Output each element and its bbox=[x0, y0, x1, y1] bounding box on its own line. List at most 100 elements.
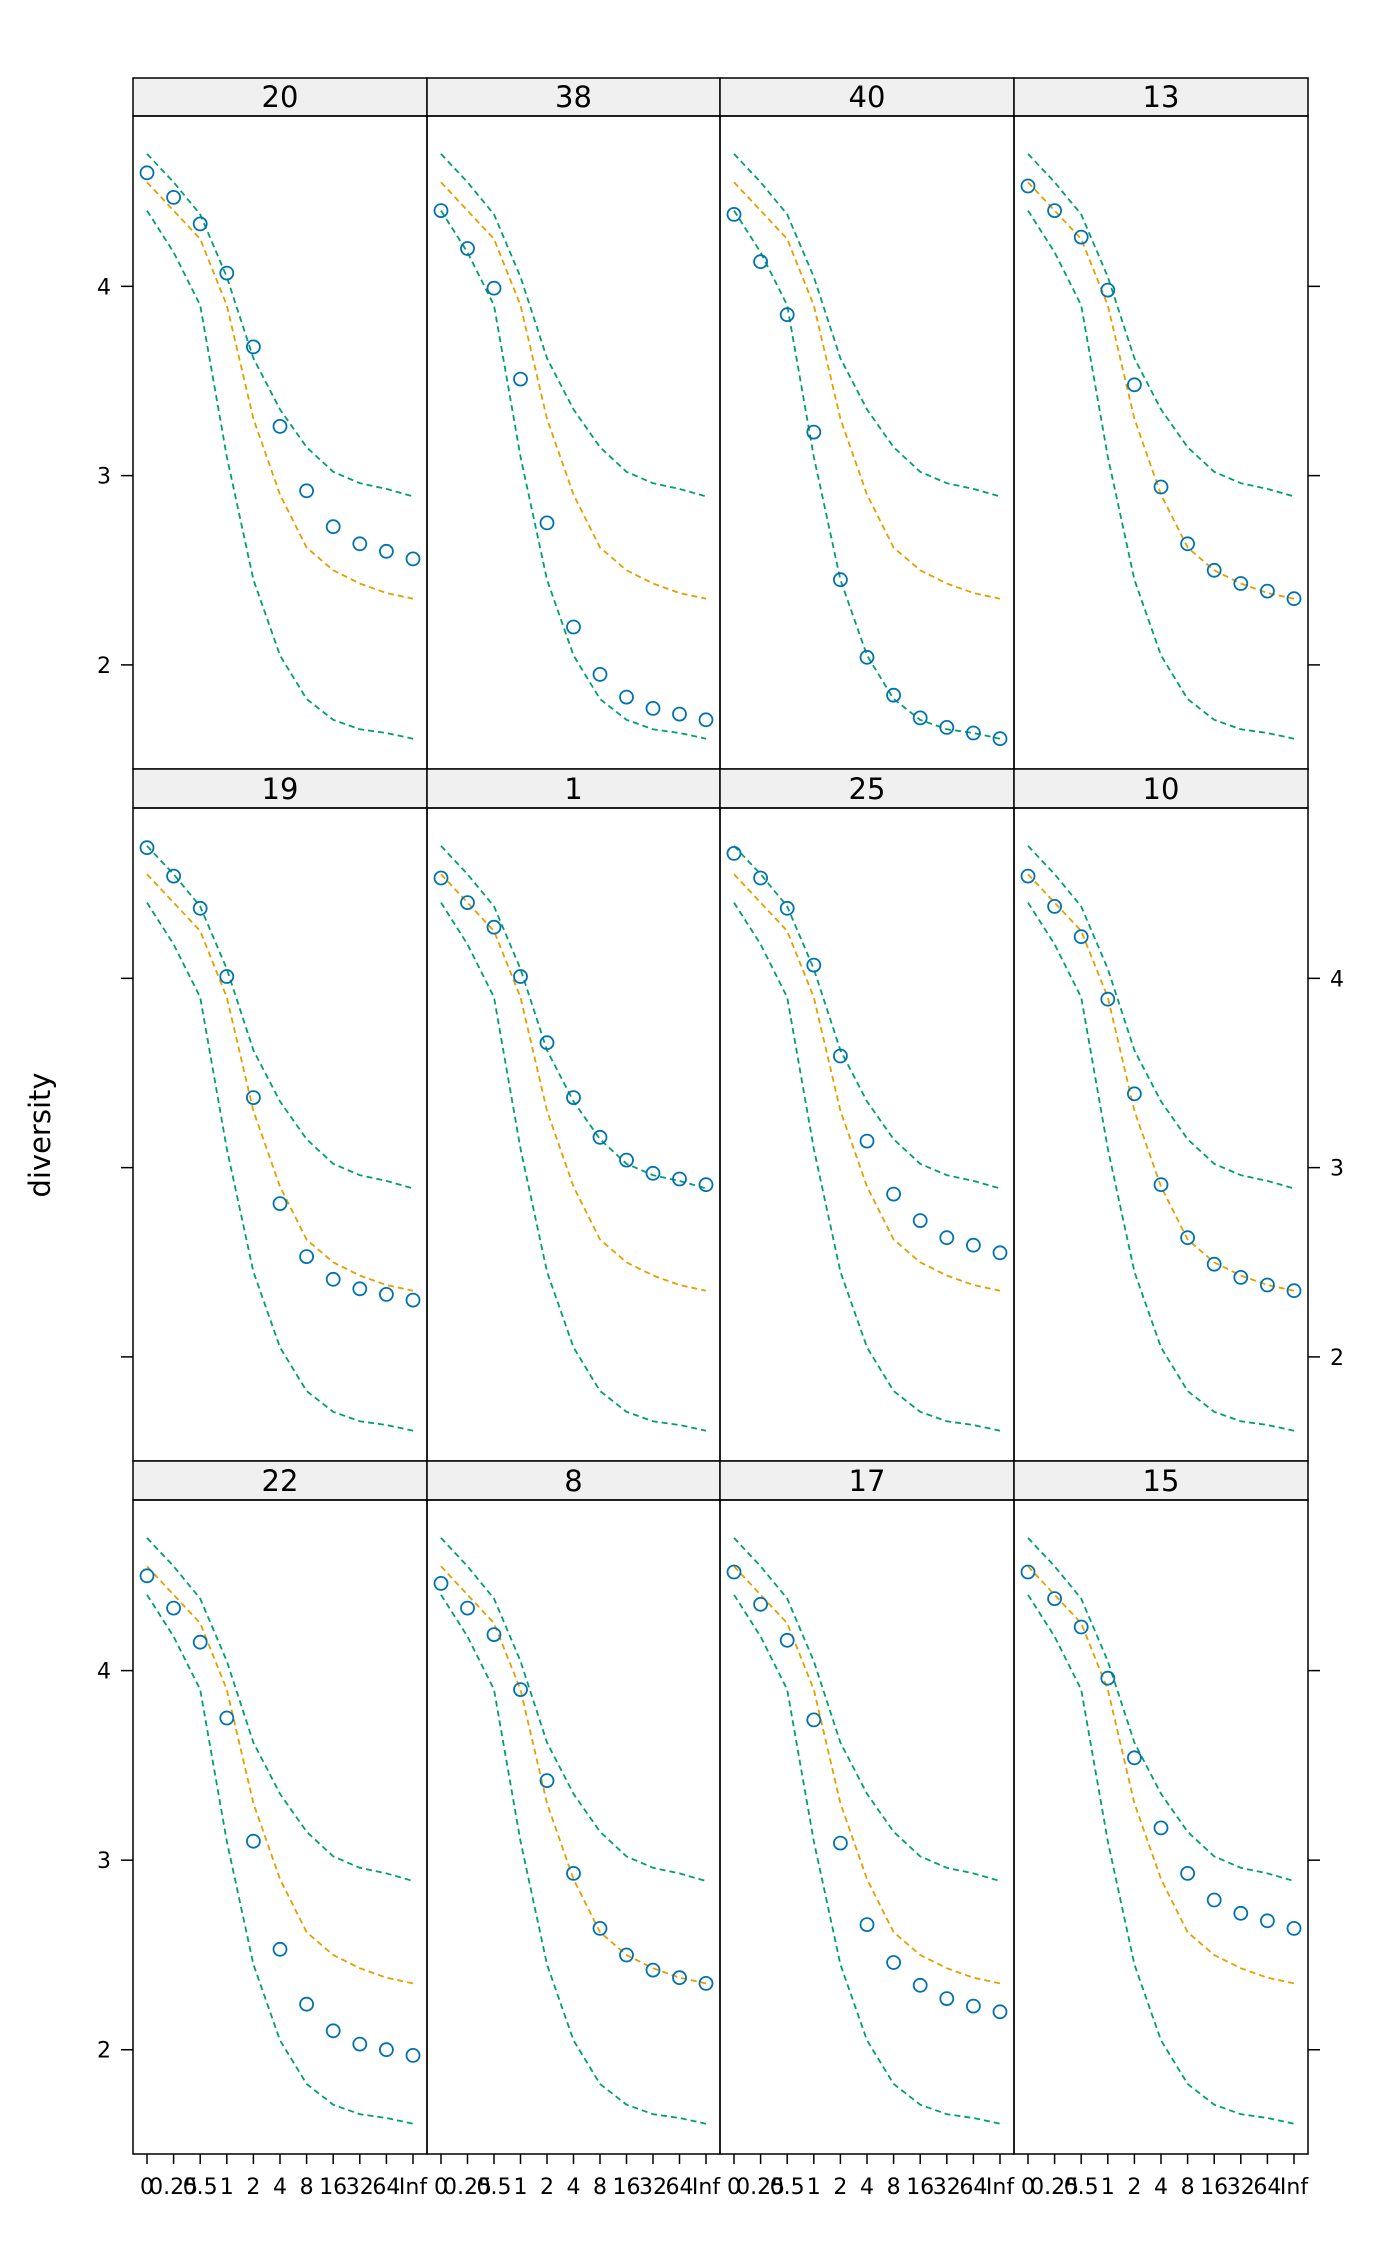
strip-background bbox=[1013, 1460, 1309, 1501]
x-tick-label: 8 bbox=[887, 2175, 901, 2200]
data-point bbox=[219, 1710, 235, 1726]
lower-envelope-line bbox=[1027, 1594, 1295, 2125]
data-point bbox=[352, 2036, 368, 2052]
data-point bbox=[1073, 229, 1089, 245]
x-tick-label: 4 bbox=[567, 2175, 581, 2200]
strip-background bbox=[1013, 77, 1309, 117]
data-point bbox=[513, 969, 528, 984]
data-point bbox=[753, 1596, 768, 1612]
data-point bbox=[1127, 1750, 1142, 1766]
data-point bbox=[245, 339, 261, 355]
data-point bbox=[486, 919, 502, 935]
data-point bbox=[619, 1152, 634, 1168]
data-point bbox=[1286, 591, 1302, 607]
strip-background bbox=[426, 1460, 721, 1501]
strip-label: 15 bbox=[1143, 1464, 1180, 1498]
data-point bbox=[859, 1917, 875, 1932]
data-point bbox=[405, 1292, 421, 1308]
data-point bbox=[1047, 203, 1062, 219]
data-point bbox=[1127, 1086, 1142, 1102]
data-point bbox=[433, 870, 449, 886]
x-tick-label: 1 bbox=[220, 2175, 234, 2200]
data-point bbox=[1073, 929, 1089, 945]
strip-label: 17 bbox=[849, 1464, 886, 1498]
data-point bbox=[1020, 868, 1036, 884]
data-point bbox=[806, 424, 822, 440]
x-tick-label: 0 bbox=[434, 2175, 448, 2200]
data-point bbox=[486, 280, 502, 296]
x-tick-label: Inf bbox=[399, 2175, 428, 2200]
data-point bbox=[966, 1237, 981, 1253]
strip-background bbox=[1013, 768, 1309, 809]
x-tick-label: 4 bbox=[860, 2175, 874, 2200]
data-point bbox=[833, 1048, 848, 1064]
lower-envelope-line bbox=[440, 902, 707, 1432]
data-point bbox=[592, 1129, 608, 1145]
lower-envelope-line bbox=[440, 210, 707, 740]
x-tick-label: 4 bbox=[1154, 2175, 1168, 2200]
data-point bbox=[1020, 178, 1036, 194]
data-point bbox=[405, 551, 421, 567]
x-tick-label: 0 bbox=[727, 2175, 741, 2200]
data-point bbox=[726, 206, 742, 222]
data-point bbox=[378, 543, 394, 559]
data-point bbox=[1260, 583, 1275, 599]
data-point bbox=[272, 1941, 288, 1957]
data-point bbox=[192, 900, 208, 916]
median-line bbox=[146, 1565, 414, 1985]
y-tick-label: 4 bbox=[97, 1660, 111, 1685]
data-point bbox=[645, 701, 661, 716]
data-point bbox=[299, 1249, 315, 1264]
x-tick-label: 64 bbox=[666, 2175, 694, 2200]
data-point bbox=[886, 1955, 901, 1970]
strip-label: 25 bbox=[849, 772, 886, 806]
data-point bbox=[672, 706, 687, 722]
median-line bbox=[146, 181, 414, 600]
lower-envelope-line bbox=[146, 902, 414, 1432]
data-point bbox=[1153, 479, 1169, 495]
data-point bbox=[779, 900, 795, 916]
data-point bbox=[859, 649, 875, 665]
x-tick-label: 0.25 bbox=[1030, 2175, 1079, 2200]
data-point bbox=[1233, 1270, 1249, 1285]
data-point bbox=[1047, 899, 1062, 914]
data-point bbox=[779, 307, 795, 323]
median-line bbox=[440, 873, 707, 1292]
data-point bbox=[726, 846, 742, 861]
data-point bbox=[1206, 562, 1222, 578]
data-point bbox=[272, 418, 288, 434]
strip-label: 8 bbox=[564, 1464, 582, 1498]
upper-envelope-line bbox=[733, 1537, 1001, 1882]
y-tick-label: 3 bbox=[97, 1849, 111, 1874]
x-tick-label: 8 bbox=[593, 2175, 607, 2200]
data-point bbox=[460, 1600, 475, 1616]
data-point bbox=[192, 216, 208, 232]
data-point bbox=[166, 1600, 182, 1616]
panel-20: 20 2 3 4 bbox=[97, 77, 428, 770]
x-tick-label: 0 bbox=[140, 2175, 154, 2200]
y-tick-label: 3 bbox=[1330, 1157, 1344, 1182]
lower-envelope-line bbox=[146, 1594, 414, 2125]
data-point bbox=[619, 689, 634, 705]
data-point bbox=[833, 572, 848, 588]
data-point bbox=[672, 1171, 687, 1187]
x-tick-label: 0.25 bbox=[149, 2175, 198, 2200]
strip-label: 1 bbox=[564, 772, 582, 806]
data-point bbox=[1180, 1230, 1195, 1246]
data-point bbox=[378, 2042, 394, 2058]
data-point bbox=[753, 254, 768, 270]
median-line bbox=[1027, 1565, 1295, 1985]
data-point bbox=[1233, 576, 1249, 591]
median-line bbox=[440, 1565, 707, 1985]
lower-envelope-line bbox=[733, 1594, 1001, 2125]
data-point bbox=[1100, 991, 1116, 1007]
data-point bbox=[833, 1835, 848, 1851]
data-point bbox=[698, 712, 714, 728]
lower-envelope-line bbox=[733, 902, 1001, 1432]
panel-38: 38 bbox=[426, 77, 721, 770]
data-point bbox=[753, 870, 768, 886]
median-line bbox=[733, 1565, 1001, 1985]
x-tick-label: 32 bbox=[1227, 2175, 1255, 2200]
x-tick-label: 16 bbox=[613, 2175, 641, 2200]
